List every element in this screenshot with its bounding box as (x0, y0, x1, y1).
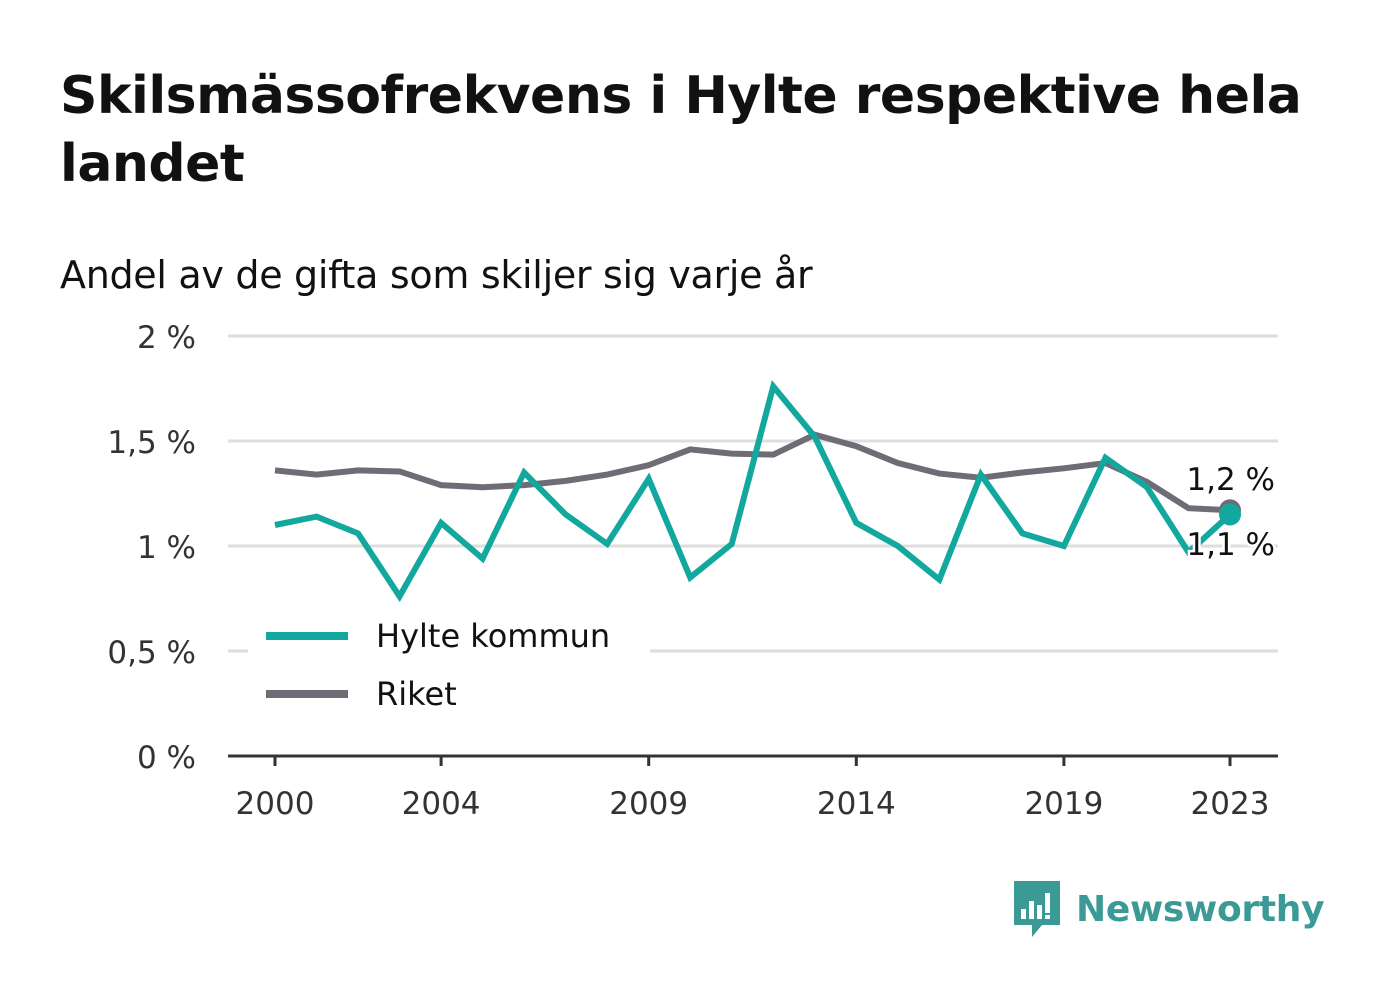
x-tick-label: 2009 (609, 786, 688, 822)
end-label-riket: 1,2 % (1186, 462, 1275, 498)
series-line-hylte-kommun (274, 379, 1233, 603)
y-tick-label: 0,5 % (107, 635, 196, 671)
newsworthy-logo: Newsworthy (1012, 878, 1325, 940)
y-tick-label: 0 % (137, 740, 196, 776)
y-tick-label: 1 % (137, 530, 196, 566)
y-axis-tick-labels: 0 % 0,5 % 1 % 1,5 % 2 % (107, 320, 196, 776)
end-marker-hylte-kommun (1219, 503, 1241, 526)
chart-title: Skilsmässofrekvens i Hylte respektive he… (60, 66, 1302, 194)
end-label-hylte-kommun: 1,1 % (1186, 527, 1275, 563)
x-tick-label: 2004 (402, 786, 481, 822)
x-tick-label: 2014 (817, 786, 896, 822)
x-axis: 2000 2004 2009 2014 2019 2023 (228, 754, 1278, 822)
chart-subtitle: Andel av de gifta som skiljer sig varje … (60, 253, 813, 297)
legend-label-riket: Riket (376, 675, 457, 713)
legend: Hylte kommun Riket (248, 612, 650, 713)
end-labels: 1,2 % 1,1 % (1184, 460, 1278, 566)
line-chart: 0 % 0,5 % 1 % 1,5 % 2 % 2000 2004 2009 2014 2019… (107, 320, 1278, 822)
series-lines (274, 379, 1233, 603)
x-tick-label: 2019 (1024, 786, 1103, 822)
y-tick-label: 2 % (137, 320, 196, 356)
x-tick-label: 2023 (1191, 786, 1270, 822)
bar-chart-speech-bubble-icon (1014, 881, 1060, 937)
grid-lines (228, 334, 1278, 653)
legend-label-hylte-kommun: Hylte kommun (376, 617, 610, 655)
brand-name: Newsworthy (1076, 888, 1325, 930)
y-tick-label: 1,5 % (107, 425, 196, 461)
x-tick-label: 2000 (236, 786, 315, 822)
